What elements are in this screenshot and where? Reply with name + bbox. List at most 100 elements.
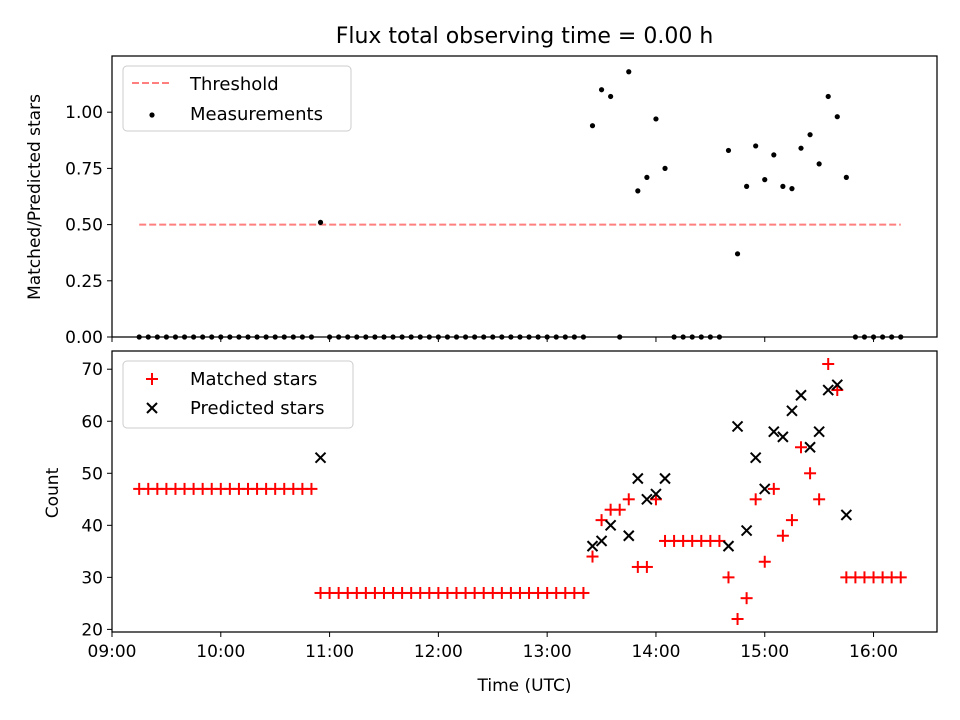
predicted-legend-label: Predicted stars [190, 398, 324, 419]
bottom-y-tick-label: 20 [81, 620, 103, 640]
x-tick-label: 10:00 [196, 642, 245, 662]
measurement-point [744, 183, 750, 189]
bottom-y-tick-label: 30 [81, 568, 103, 588]
matched-star-point [795, 441, 808, 454]
matched-star-point [749, 493, 762, 506]
predicted-star-point [722, 540, 735, 552]
top-legend: Threshold Measurements [122, 65, 352, 132]
matched-legend-label: Matched stars [190, 369, 317, 390]
matched-star-point [586, 550, 599, 563]
predicted-star-point [623, 530, 635, 542]
x-axis-label: Time (UTC) [477, 676, 572, 696]
matched-star-point [722, 571, 735, 584]
predicted-star-point [740, 524, 753, 537]
predicted-star-point [731, 420, 744, 433]
predicted-star-point [813, 425, 825, 438]
matched-star-point [785, 514, 798, 527]
matched-star-point [813, 493, 826, 506]
measurement-point [843, 174, 849, 180]
predicted-star-point [795, 389, 807, 401]
bottom-x-ticks: 09:00 10:00 11:00 12:00 13:00 14:00 15:00 16:00 [88, 632, 898, 662]
measurement-point [816, 161, 822, 167]
measurement-point [798, 145, 804, 151]
measurement-point [608, 93, 614, 100]
predicted-star-point [831, 379, 843, 391]
predicted-star-point [314, 451, 327, 464]
x-tick-label: 09:00 [88, 642, 137, 662]
measurement-point [589, 123, 596, 129]
measurement-point [626, 69, 632, 75]
matched-star-point [713, 534, 726, 547]
measurement-point [771, 152, 777, 158]
measurement-point [725, 147, 732, 154]
predicted-star-point [604, 519, 617, 532]
bottom-y-axis-label: Count [43, 467, 63, 518]
top-y-tick-label: 1.00 [65, 103, 103, 123]
x-tick-label: 15:00 [740, 642, 789, 662]
top-legend-box [122, 65, 352, 132]
matched-legend-swatch [146, 373, 158, 385]
top-y-tick-label: 0.50 [65, 216, 103, 236]
measurement-point [834, 114, 840, 120]
top-y-tick-label: 0.75 [65, 159, 103, 179]
predicted-star-point [786, 405, 798, 417]
measurement-point [734, 251, 741, 257]
bottom-y-tick-label: 60 [81, 412, 103, 432]
bottom-y-tick-label: 50 [81, 464, 103, 484]
bottom-y-tick-label: 40 [81, 516, 103, 536]
matched-star-point [822, 358, 835, 371]
matched-star-point [767, 482, 780, 495]
matched-star-point [776, 529, 789, 542]
predicted-legend-swatch [146, 402, 158, 414]
predicted-star-point [659, 472, 671, 485]
matched-star-point [894, 571, 907, 584]
top-y-axis-label: Matched/Predicted stars [25, 94, 45, 300]
measurements-legend-label: Measurements [190, 104, 323, 125]
bottom-panel: 20 30 40 50 60 70 09:00 10:00 11:00 12:00 13:00 14… [43, 350, 938, 696]
predicted-star-point [840, 509, 853, 521]
measurement-point [317, 219, 324, 225]
measurement-point [753, 143, 759, 149]
measurement-point [762, 177, 768, 183]
figure-title: Flux total observing time = 0.00 h [336, 24, 714, 49]
predicted-star-point [641, 493, 653, 506]
predicted-star-point [632, 472, 644, 485]
predicted-star-point [749, 451, 762, 464]
top-y-ticks: 0.00 0.25 0.50 0.75 1.00 [65, 103, 112, 348]
predicted-star-point [650, 488, 662, 500]
matched-star-point [613, 503, 626, 516]
measurement-point [598, 87, 605, 93]
bottom-y-tick-label: 70 [81, 360, 103, 380]
bottom-legend: Matched stars Predicted stars [122, 360, 354, 429]
top-y-tick-label: 0.00 [65, 328, 103, 348]
predicted-star-point [586, 540, 599, 552]
matched-star-point [740, 592, 753, 605]
top-y-tick-label: 0.25 [65, 272, 103, 292]
measurements-legend-swatch [149, 112, 155, 118]
bottom-plot-area [133, 358, 907, 625]
matched-star-point [305, 482, 318, 495]
measurement-point [635, 188, 641, 194]
bottom-axes-frame [111, 350, 938, 633]
predicted-star-point [759, 483, 771, 495]
measurement-point [653, 116, 659, 122]
predicted-star-point [822, 384, 834, 396]
predicted-star-point [804, 441, 816, 453]
measurement-point [662, 165, 668, 171]
matched-star-point [758, 555, 771, 568]
x-tick-label: 13:00 [523, 642, 572, 662]
top-panel: 0.00 0.25 0.50 0.75 1.00 Matched/Predicted s… [25, 55, 938, 348]
x-tick-label: 14:00 [631, 642, 680, 662]
matched-star-point [595, 514, 608, 527]
matched-star-point [577, 586, 590, 599]
matched-star-point [622, 493, 635, 506]
predicted-star-point [595, 535, 608, 547]
matched-star-point [731, 612, 744, 625]
top-axes-frame [111, 55, 938, 338]
predicted-star-point [768, 425, 780, 438]
measurement-point [807, 132, 813, 138]
top-x-ticks [111, 337, 875, 342]
measurement-point [825, 93, 831, 100]
matched-star-point [640, 560, 653, 573]
